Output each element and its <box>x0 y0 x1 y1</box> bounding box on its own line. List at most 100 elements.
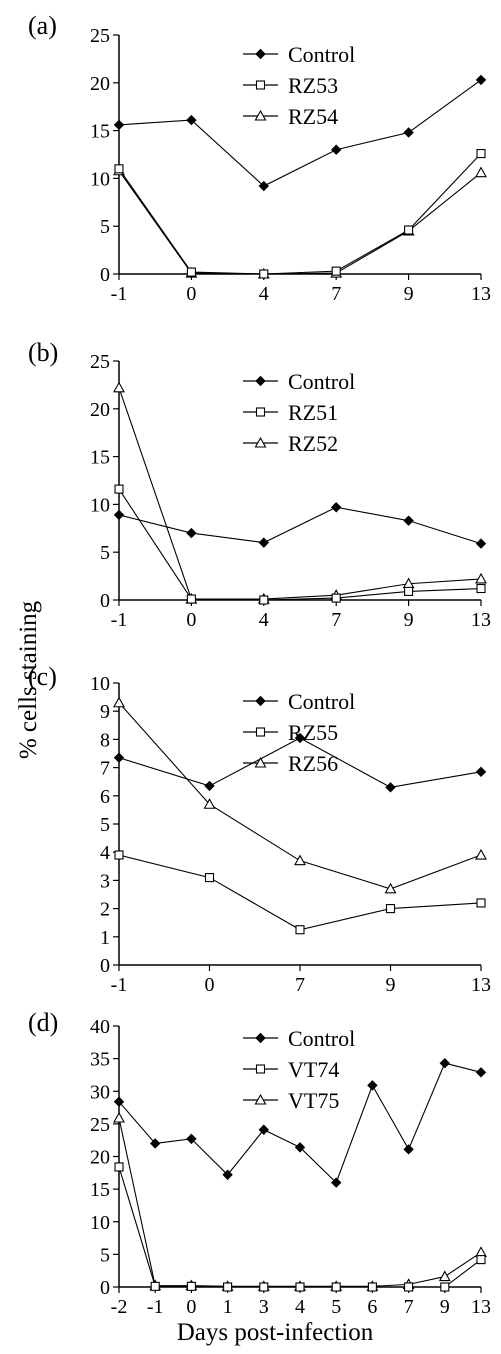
y-tick-label: 25 <box>90 351 110 373</box>
x-tick-label: 4 <box>259 609 269 631</box>
y-tick-label: 20 <box>90 399 110 421</box>
data-point <box>186 1281 196 1291</box>
data-point <box>475 766 487 778</box>
x-tick-label: -1 <box>147 1296 164 1318</box>
x-tick-label: 9 <box>404 609 414 631</box>
y-tick-label: 0 <box>100 1277 110 1299</box>
data-point <box>113 119 125 131</box>
data-point <box>475 848 487 860</box>
data-point <box>259 269 269 279</box>
data-point <box>223 1282 233 1292</box>
data-point <box>476 583 486 594</box>
legend-marker <box>254 1093 267 1105</box>
legend-marker <box>255 727 266 737</box>
legend-marker <box>254 756 267 768</box>
y-tick-label: 4 <box>100 842 110 864</box>
legend-marker <box>255 1064 266 1074</box>
y-tick-label: 0 <box>100 264 110 286</box>
y-tick-label: 7 <box>100 758 110 780</box>
data-point <box>475 572 487 584</box>
x-tick-label: 7 <box>331 283 341 305</box>
data-point <box>403 515 414 526</box>
legend-label: VT74 <box>288 1057 339 1082</box>
data-point <box>258 1124 270 1135</box>
x-axis-label: Days post-infection <box>177 1319 374 1346</box>
y-tick-label: 5 <box>100 216 110 238</box>
series-line <box>118 488 482 601</box>
data-point <box>186 527 197 539</box>
x-tick-label: 1 <box>223 1296 233 1318</box>
data-point <box>203 798 216 809</box>
data-point <box>330 1177 342 1188</box>
data-point <box>384 882 397 894</box>
data-point <box>186 594 196 604</box>
data-point <box>439 1057 451 1069</box>
data-point <box>204 873 215 883</box>
x-tick-label: 13 <box>471 283 491 305</box>
y-tick-label: 5 <box>100 814 110 836</box>
data-point <box>149 1138 161 1149</box>
data-point <box>186 267 196 277</box>
y-tick-label: 10 <box>90 673 110 695</box>
x-tick-label: 13 <box>471 974 491 996</box>
data-point <box>367 1282 377 1292</box>
data-point <box>440 1282 450 1292</box>
x-tick-label: -1 <box>111 974 128 996</box>
x-tick-label: 7 <box>404 1296 414 1318</box>
legend-label: RZ51 <box>288 400 338 425</box>
x-tick-label: 9 <box>440 1296 450 1318</box>
legend-marker <box>255 48 266 60</box>
y-tick-label: 20 <box>90 1147 110 1169</box>
y-tick-label: 3 <box>100 870 110 892</box>
x-tick-label: 4 <box>259 283 269 305</box>
y-tick-label: 8 <box>100 729 110 751</box>
y-tick-label: 25 <box>90 25 110 47</box>
data-point <box>114 484 124 494</box>
data-point <box>331 593 341 603</box>
y-tick-label: 10 <box>90 168 110 190</box>
y-tick-label: 10 <box>90 494 110 516</box>
data-point <box>404 1282 414 1292</box>
data-point <box>113 381 125 393</box>
legend-marker <box>254 436 267 448</box>
data-point <box>331 266 341 276</box>
data-point <box>385 782 396 793</box>
data-point <box>294 732 306 744</box>
data-point <box>475 538 487 549</box>
series-line <box>118 170 482 275</box>
x-tick-label: 0 <box>186 609 196 631</box>
data-point <box>113 752 125 763</box>
x-tick-label: -1 <box>111 283 128 305</box>
x-tick-label: 5 <box>331 1296 341 1318</box>
data-point <box>476 898 486 908</box>
x-tick-label: 13 <box>471 1296 491 1318</box>
x-tick-label: 0 <box>205 974 215 996</box>
x-tick-label: 0 <box>186 1296 196 1318</box>
x-tick-label: -1 <box>111 609 128 631</box>
y-tick-label: 20 <box>90 73 110 95</box>
legend-label: Control <box>288 1026 355 1051</box>
data-point <box>475 1067 487 1078</box>
legend-label: Control <box>288 369 355 394</box>
x-tick-label: 6 <box>367 1296 377 1318</box>
data-point <box>330 502 342 513</box>
legend-marker <box>255 407 266 417</box>
data-point <box>150 1281 160 1291</box>
legend-marker <box>255 1032 266 1044</box>
y-tick-label: 10 <box>90 1212 110 1234</box>
data-point <box>331 1282 341 1292</box>
y-tick-label: 25 <box>90 1114 110 1136</box>
data-point <box>186 114 197 126</box>
legend-label: Control <box>288 689 355 714</box>
data-point <box>294 1142 306 1153</box>
data-point <box>113 1111 125 1123</box>
x-tick-label: 7 <box>295 974 305 996</box>
x-tick-label: 9 <box>404 283 414 305</box>
data-point <box>403 1144 414 1155</box>
legend-label: RZ52 <box>288 431 338 456</box>
legend-label: RZ56 <box>288 751 338 776</box>
legend-label: RZ54 <box>288 104 338 129</box>
